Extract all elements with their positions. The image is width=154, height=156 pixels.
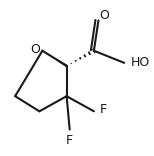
Text: F: F <box>100 103 107 116</box>
Text: HO: HO <box>130 56 150 69</box>
Polygon shape <box>42 51 67 67</box>
Text: F: F <box>66 134 73 147</box>
Text: O: O <box>100 9 109 22</box>
Text: O: O <box>30 43 40 56</box>
